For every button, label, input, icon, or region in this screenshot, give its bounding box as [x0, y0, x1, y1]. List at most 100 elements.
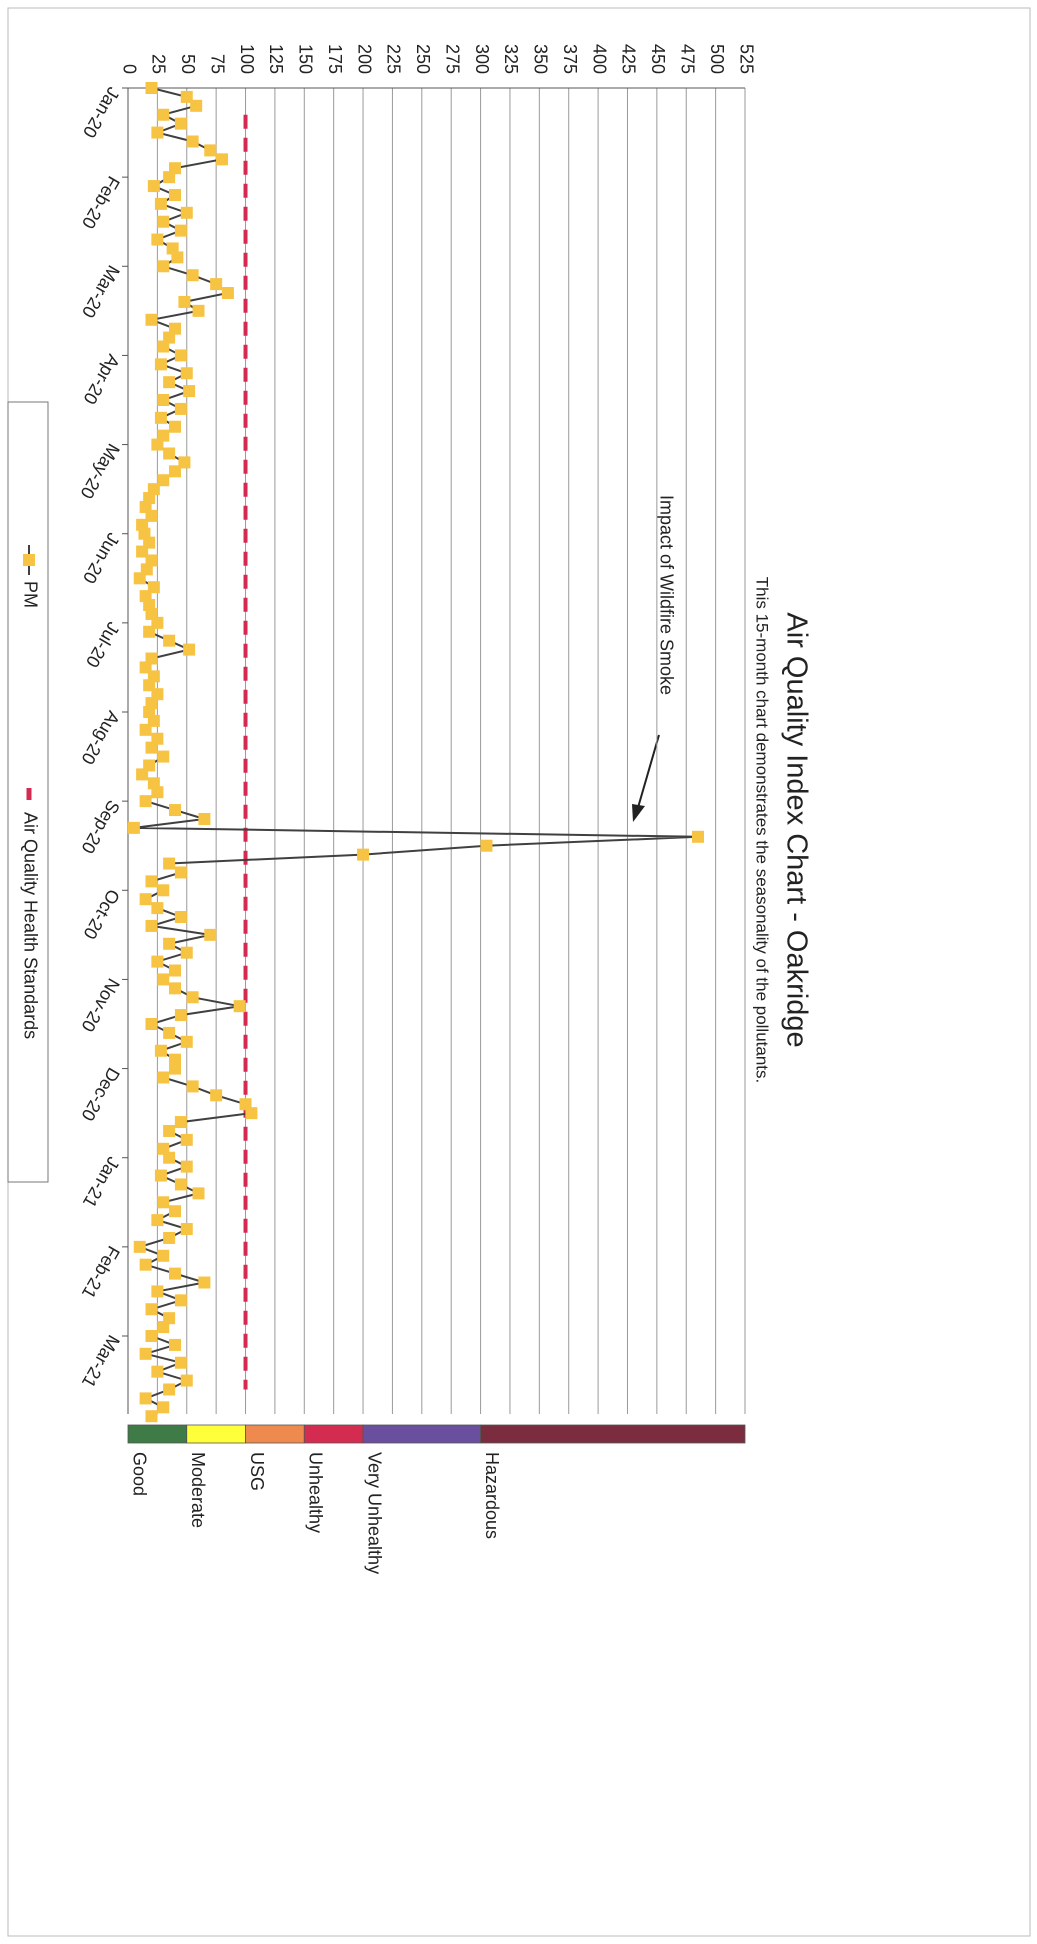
aqi-band — [186, 1424, 246, 1444]
data-point — [174, 866, 187, 879]
data-point — [151, 786, 164, 799]
data-point — [163, 1151, 176, 1164]
data-point — [174, 1116, 187, 1129]
data-point — [145, 919, 158, 932]
data-point — [180, 367, 193, 380]
data-point — [154, 1169, 167, 1182]
x-tick-label: Nov-20 — [77, 975, 123, 1035]
data-point — [145, 509, 158, 522]
data-point — [157, 1196, 170, 1209]
data-point — [174, 224, 187, 237]
x-tick-label: Feb-21 — [78, 1242, 124, 1301]
data-point — [163, 171, 176, 184]
aqi-band-label: Very Unhealthy — [364, 1452, 384, 1574]
data-point — [192, 304, 205, 317]
data-point — [133, 572, 146, 585]
data-point — [145, 1018, 158, 1030]
annotation-arrow — [634, 734, 660, 819]
data-point — [145, 1303, 158, 1316]
data-point — [174, 1009, 187, 1022]
data-point — [127, 821, 140, 834]
aqi-band-label: Good — [129, 1452, 149, 1496]
x-tick-label: Dec-20 — [77, 1064, 123, 1124]
aqi-band — [127, 1424, 188, 1444]
x-tick-label: Jan-21 — [79, 1153, 124, 1211]
legend-label: Air Quality Health Standards — [20, 812, 40, 1039]
x-tick-label: Jan-20 — [79, 84, 124, 142]
data-point — [163, 857, 176, 870]
y-tick-label: 150 — [296, 44, 316, 74]
y-tick-label: 475 — [677, 44, 697, 74]
y-tick-label: 100 — [237, 44, 257, 74]
data-point — [190, 99, 203, 112]
data-point — [174, 1356, 187, 1369]
x-tick-label: Mar-21 — [78, 1332, 124, 1391]
data-point — [178, 456, 191, 469]
data-point — [216, 153, 229, 166]
data-point — [180, 206, 193, 219]
data-point — [169, 1205, 182, 1218]
data-point — [174, 911, 187, 924]
annotation-arrowhead — [632, 804, 645, 822]
y-tick-label: 75 — [207, 54, 227, 74]
page-border — [7, 7, 1031, 1937]
data-point — [180, 1035, 193, 1048]
data-point — [183, 643, 196, 656]
data-point — [180, 1374, 193, 1387]
data-point — [163, 1383, 176, 1396]
data-point — [157, 884, 170, 897]
data-point — [145, 875, 158, 888]
chart-subtitle: This 15-month chart demonstrates the sea… — [753, 577, 772, 1084]
data-point — [204, 928, 217, 941]
data-point — [169, 982, 182, 995]
x-tick-label: Oct-20 — [79, 886, 123, 943]
data-point — [198, 1276, 211, 1289]
data-point — [357, 848, 370, 861]
y-tick-label: 0 — [119, 64, 139, 74]
aqi-band — [362, 1424, 481, 1444]
data-point — [145, 82, 158, 94]
data-point — [186, 1080, 199, 1093]
data-point — [133, 1240, 146, 1253]
data-point — [139, 795, 152, 808]
x-tick-label: Jul-20 — [82, 618, 124, 670]
data-point — [174, 117, 187, 130]
data-point — [163, 937, 176, 950]
data-point — [174, 349, 187, 362]
y-tick-label: 50 — [178, 54, 198, 74]
aqi-band — [480, 1424, 746, 1444]
aqi-band — [303, 1424, 364, 1444]
data-point — [174, 402, 187, 415]
y-tick-label: 125 — [266, 44, 286, 74]
data-point — [157, 1071, 170, 1084]
data-point — [157, 215, 170, 228]
x-tick-label: May-20 — [76, 440, 123, 502]
data-point — [157, 1249, 170, 1262]
data-point — [145, 741, 158, 754]
data-point — [204, 144, 217, 157]
data-point — [157, 474, 170, 487]
data-point — [157, 750, 170, 763]
annotation: Impact of Wildfire Smoke — [656, 495, 676, 695]
data-point — [174, 1294, 187, 1307]
data-point — [171, 251, 184, 264]
data-point — [157, 1321, 170, 1334]
y-tick-label: 25 — [149, 54, 169, 74]
data-point — [151, 126, 164, 139]
data-point — [163, 447, 176, 460]
data-point — [157, 973, 170, 986]
aqi-band-label: Moderate — [188, 1452, 208, 1528]
x-tick-label: Apr-20 — [79, 351, 123, 408]
data-point — [139, 1392, 152, 1405]
data-point — [178, 295, 191, 308]
data-point — [139, 1258, 152, 1271]
data-point — [233, 1000, 246, 1013]
data-point — [163, 1026, 176, 1039]
legend-label: PM — [20, 581, 40, 608]
y-tick-label: 175 — [325, 44, 345, 74]
x-tick-label: Feb-20 — [78, 173, 124, 232]
data-point — [145, 313, 158, 326]
y-tick-label: 275 — [442, 44, 462, 74]
legend-marker — [23, 554, 35, 566]
